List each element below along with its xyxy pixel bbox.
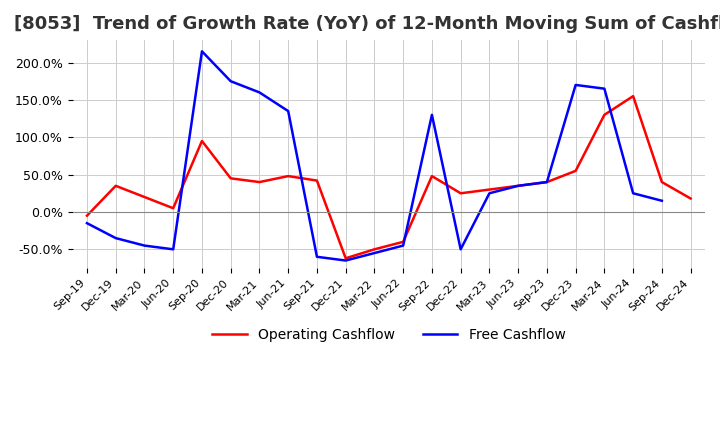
- Operating Cashflow: [572, 168, 580, 173]
- Line: Free Cashflow: Free Cashflow: [87, 51, 662, 260]
- Operating Cashflow: [284, 173, 292, 179]
- Free Cashflow: [629, 191, 637, 196]
- Operating Cashflow: [370, 247, 379, 252]
- Operating Cashflow: [543, 180, 552, 185]
- Operating Cashflow: [456, 191, 465, 196]
- Free Cashflow: [112, 235, 120, 241]
- Operating Cashflow: [169, 205, 178, 211]
- Operating Cashflow: [657, 180, 666, 185]
- Free Cashflow: [140, 243, 149, 248]
- Operating Cashflow: [255, 180, 264, 185]
- Free Cashflow: [600, 86, 608, 92]
- Operating Cashflow: [312, 178, 321, 183]
- Title: [8053]  Trend of Growth Rate (YoY) of 12-Month Moving Sum of Cashflows: [8053] Trend of Growth Rate (YoY) of 12-…: [14, 15, 720, 33]
- Operating Cashflow: [112, 183, 120, 188]
- Free Cashflow: [226, 79, 235, 84]
- Free Cashflow: [456, 247, 465, 252]
- Free Cashflow: [572, 82, 580, 88]
- Free Cashflow: [169, 247, 178, 252]
- Free Cashflow: [83, 220, 91, 226]
- Operating Cashflow: [140, 194, 149, 200]
- Free Cashflow: [197, 49, 206, 54]
- Operating Cashflow: [83, 213, 91, 218]
- Operating Cashflow: [341, 256, 350, 261]
- Line: Operating Cashflow: Operating Cashflow: [87, 96, 690, 258]
- Free Cashflow: [341, 258, 350, 263]
- Free Cashflow: [399, 243, 408, 248]
- Operating Cashflow: [600, 112, 608, 117]
- Free Cashflow: [255, 90, 264, 95]
- Free Cashflow: [543, 180, 552, 185]
- Operating Cashflow: [514, 183, 523, 188]
- Operating Cashflow: [197, 138, 206, 143]
- Free Cashflow: [514, 183, 523, 188]
- Free Cashflow: [657, 198, 666, 203]
- Free Cashflow: [284, 108, 292, 114]
- Free Cashflow: [485, 191, 494, 196]
- Operating Cashflow: [399, 239, 408, 245]
- Operating Cashflow: [686, 196, 695, 201]
- Operating Cashflow: [226, 176, 235, 181]
- Operating Cashflow: [428, 173, 436, 179]
- Legend: Operating Cashflow, Free Cashflow: Operating Cashflow, Free Cashflow: [207, 323, 571, 348]
- Free Cashflow: [312, 254, 321, 260]
- Operating Cashflow: [629, 94, 637, 99]
- Free Cashflow: [428, 112, 436, 117]
- Operating Cashflow: [485, 187, 494, 192]
- Free Cashflow: [370, 250, 379, 256]
